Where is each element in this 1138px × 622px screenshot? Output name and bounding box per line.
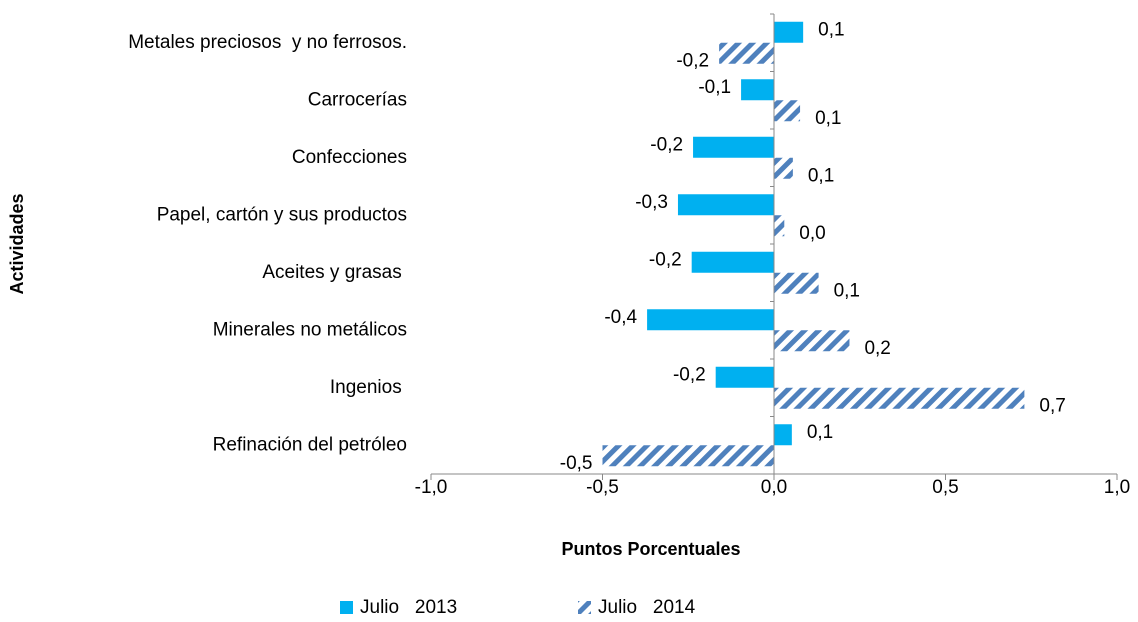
data-label: 0,1 — [834, 280, 860, 301]
data-label: -0,1 — [698, 77, 731, 98]
data-label: 0,1 — [818, 19, 844, 40]
x-tick-label: 1,0 — [1104, 477, 1130, 498]
legend-swatch — [578, 601, 591, 614]
data-label: -0,4 — [604, 307, 637, 328]
data-label: 0,1 — [815, 108, 841, 129]
data-label: -0,3 — [635, 192, 668, 213]
bar — [774, 215, 785, 237]
data-label: -0,5 — [560, 453, 593, 474]
y-tick-label: Aceites y grasas — [262, 262, 407, 283]
y-tick-label: Papel, cartón y sus productos — [157, 204, 407, 225]
y-tick-label: Refinación del petróleo — [213, 434, 407, 455]
y-tick-label: Minerales no metálicos — [213, 319, 407, 340]
x-axis-title: Puntos Porcentuales — [561, 539, 740, 559]
bar — [774, 272, 819, 294]
bar — [774, 100, 801, 122]
bar — [647, 309, 774, 331]
x-tick-label: 0,5 — [932, 477, 958, 498]
y-axis-title: Actividades — [7, 193, 27, 294]
data-label: -0,2 — [673, 364, 706, 385]
bar — [715, 366, 774, 388]
y-tick-label: Metales preciosos y no ferrosos. — [128, 32, 407, 53]
data-label: -0,2 — [676, 50, 709, 71]
y-tick-label: Confecciones — [292, 147, 407, 168]
bar — [774, 387, 1025, 409]
bar — [719, 42, 774, 64]
y-tick-label: Carrocerías — [308, 89, 407, 110]
x-tick-label: -0,5 — [586, 477, 619, 498]
data-label: 0,1 — [808, 165, 834, 186]
data-label: -0,2 — [650, 134, 683, 155]
bar — [693, 136, 774, 158]
legend-swatch — [340, 601, 353, 614]
legend-label: Julio 2014 — [598, 597, 696, 618]
bar — [774, 157, 793, 179]
bar — [774, 21, 804, 43]
bar — [741, 79, 774, 101]
x-tick-label: 0,0 — [761, 477, 787, 498]
data-label: 0,0 — [799, 223, 825, 244]
x-tick-label: -1,0 — [415, 477, 448, 498]
data-label: 0,1 — [807, 422, 833, 443]
y-tick-label: Ingenios — [330, 377, 407, 398]
bar — [602, 445, 774, 467]
bar — [691, 251, 774, 273]
bar — [677, 194, 774, 216]
bar — [774, 330, 850, 352]
bar — [774, 424, 792, 446]
data-label: 0,7 — [1039, 395, 1065, 416]
data-label: 0,2 — [864, 338, 890, 359]
legend-label: Julio 2013 — [360, 597, 457, 618]
data-label: -0,2 — [649, 249, 682, 270]
